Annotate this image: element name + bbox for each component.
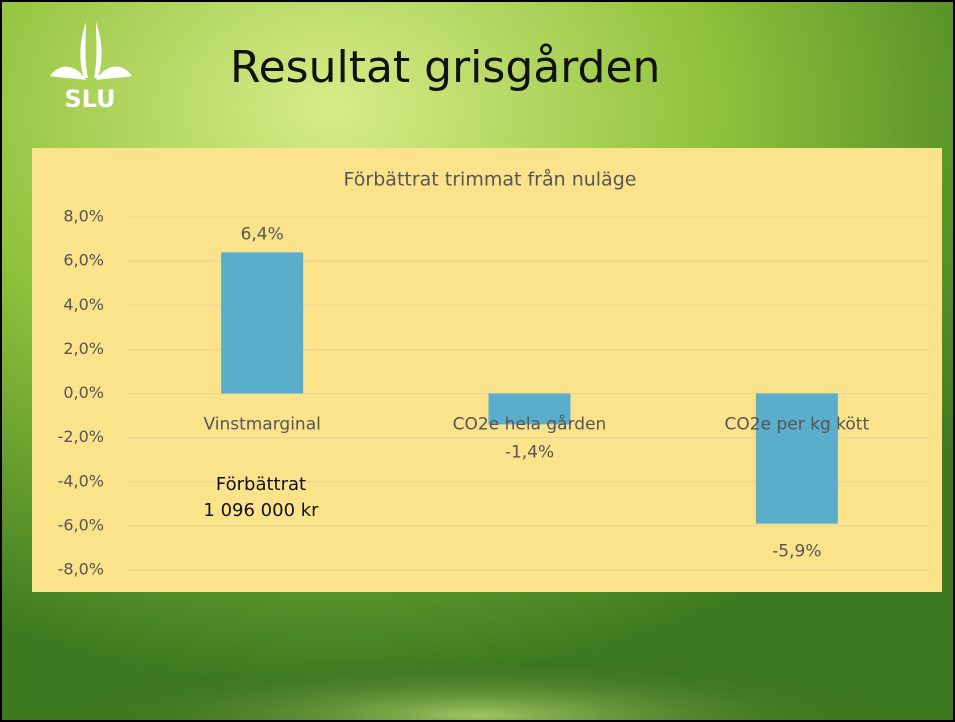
y-tick-label: -2,0% bbox=[58, 427, 104, 446]
bar bbox=[755, 393, 838, 524]
y-tick-label: -6,0% bbox=[58, 515, 104, 534]
bar bbox=[221, 252, 304, 394]
slide-title: Resultat grisgården bbox=[230, 42, 660, 93]
bar bbox=[488, 393, 571, 425]
x-tick-label: CO2e hela gården bbox=[453, 414, 607, 435]
logo-text: SLU bbox=[64, 85, 115, 113]
x-tick-label: CO2e per kg kött bbox=[725, 415, 870, 435]
background-glow bbox=[0, 590, 955, 722]
logo-mark bbox=[50, 22, 132, 80]
chart-title: Förbättrat trimmat från nuläge bbox=[344, 168, 637, 191]
y-tick-label: 6,0% bbox=[63, 251, 104, 270]
annotation: 1 096 000 kr bbox=[203, 500, 319, 521]
value-label: 6,4% bbox=[241, 224, 284, 244]
y-tick-label: 8,0% bbox=[63, 207, 104, 226]
y-tick-label: 4,0% bbox=[63, 295, 104, 314]
value-label: -5,9% bbox=[772, 542, 821, 562]
y-tick-label: 0,0% bbox=[63, 383, 104, 402]
y-tick-label: 2,0% bbox=[63, 339, 104, 358]
y-tick-label: -8,0% bbox=[58, 560, 104, 579]
annotation: Förbättrat bbox=[216, 474, 306, 495]
value-label: -1,4% bbox=[505, 442, 554, 462]
x-tick-label: Vinstmarginal bbox=[203, 415, 320, 435]
y-tick-label: -4,0% bbox=[58, 471, 104, 490]
